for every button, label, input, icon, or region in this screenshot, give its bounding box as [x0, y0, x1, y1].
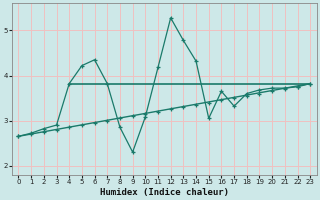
X-axis label: Humidex (Indice chaleur): Humidex (Indice chaleur) — [100, 188, 229, 197]
